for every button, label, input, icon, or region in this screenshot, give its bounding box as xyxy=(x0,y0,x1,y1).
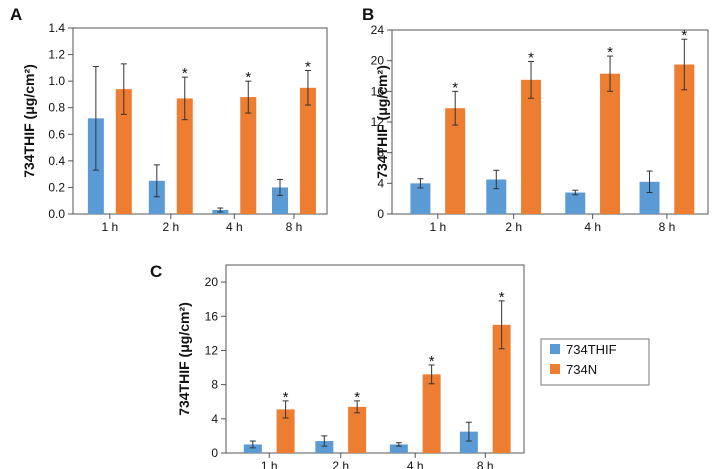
bar-b-734thif-2h xyxy=(486,179,507,214)
bar-c-734thif-2h xyxy=(315,441,334,453)
bar-c-734n-8h xyxy=(492,324,511,453)
panel-letter-c: C xyxy=(150,262,162,281)
panel-a: A 0.0 0.2 0.4 0.6 0.8 1.0 1.2 1.4 734THIF (μg/cm²… xyxy=(10,5,328,234)
significance-marker: * xyxy=(452,79,458,96)
x-tick-label: 4 h xyxy=(407,459,424,469)
bar-a-734n-8h xyxy=(299,87,316,214)
bar-a-734n-1h xyxy=(115,89,132,214)
bar-a-734thif-2h xyxy=(148,180,165,214)
legend-swatch-734n xyxy=(550,364,560,374)
panel-c: C 0 4 8 12 16 20 734THIF (μg/cm²) 1 h 2 h 4 h 8 h * *… xyxy=(150,262,525,469)
y-tick-label: 24 xyxy=(371,23,385,37)
y-tick-label: 0.6 xyxy=(48,127,65,141)
x-tick-label: 8 h xyxy=(659,220,676,234)
plot-frame xyxy=(225,264,525,454)
panel-b: B 0 4 8 12 16 20 24 734THIF (μg/cm²) 1 h 2 h 4 h 8 h… xyxy=(362,5,709,234)
legend-label: 734N xyxy=(566,362,597,377)
x-tick-label: 2 h xyxy=(332,459,349,469)
y-tick-label: 0 xyxy=(377,207,384,221)
bar-b-734thif-4h xyxy=(565,192,586,214)
x-tick-label: 8 h xyxy=(286,220,303,234)
x-tick-label: 2 h xyxy=(162,220,179,234)
y-tick-label: 8 xyxy=(211,378,218,392)
significance-marker: * xyxy=(681,27,687,44)
bar-b-734thif-8h xyxy=(639,181,660,214)
y-axis-label: 734THIF (μg/cm²) xyxy=(176,302,192,416)
y-tick-label: 20 xyxy=(205,275,219,289)
y-tick-label: 16 xyxy=(371,84,385,98)
bar-b-734n-8h xyxy=(674,64,695,214)
significance-marker: * xyxy=(245,69,251,86)
y-tick-label: 16 xyxy=(205,309,219,323)
y-tick-label: 0.2 xyxy=(48,180,65,194)
bar-c-734n-4h xyxy=(422,374,441,453)
bar-a-734n-4h xyxy=(240,97,257,214)
bar-c-734thif-1h xyxy=(243,444,262,453)
x-tick-label: 8 h xyxy=(477,459,494,469)
x-tick-label: 1 h xyxy=(429,220,446,234)
bar-c-734n-2h xyxy=(348,406,367,453)
x-tick-label: 2 h xyxy=(505,220,522,234)
significance-marker: * xyxy=(499,289,505,306)
y-tick-label: 1.0 xyxy=(48,74,65,88)
significance-marker: * xyxy=(354,389,360,406)
bar-c-734thif-4h xyxy=(389,444,408,453)
y-tick-label: 12 xyxy=(205,343,219,357)
bar-b-734n-4h xyxy=(600,73,621,214)
y-tick-label: 1.4 xyxy=(48,21,65,35)
bar-c-734thif-8h xyxy=(459,431,478,453)
y-tick-label: 0.0 xyxy=(48,207,65,221)
bar-b-734n-1h xyxy=(445,108,466,214)
y-tick-label: 12 xyxy=(371,115,385,129)
y-tick-label: 0.8 xyxy=(48,101,65,115)
significance-marker: * xyxy=(283,389,289,406)
x-tick-label: 4 h xyxy=(584,220,601,234)
panel-letter-b: B xyxy=(362,5,374,24)
plot-frame xyxy=(391,29,709,215)
y-tick-label: 1.2 xyxy=(48,48,65,62)
significance-marker: * xyxy=(305,59,311,76)
bar-b-734thif-1h xyxy=(410,183,431,214)
y-tick-label: 0.4 xyxy=(48,154,65,168)
panel-letter-a: A xyxy=(10,5,22,24)
legend-swatch-734thif xyxy=(550,344,560,354)
y-tick-label: 20 xyxy=(371,54,385,68)
significance-marker: * xyxy=(607,44,613,61)
plot-frame xyxy=(72,27,328,215)
y-tick-label: 4 xyxy=(211,412,218,426)
legend: 734THIF 734N xyxy=(540,338,650,386)
significance-marker: * xyxy=(528,49,534,66)
y-tick-label: 8 xyxy=(377,146,384,160)
y-tick-label: 0 xyxy=(211,446,218,460)
bar-a-734n-2h xyxy=(176,98,193,214)
bar-c-734n-1h xyxy=(276,409,295,453)
legend-label: 734THIF xyxy=(566,342,617,357)
y-axis-label: 734THIF (μg/cm²) xyxy=(374,65,390,179)
y-axis-label: 734THIF (μg/cm²) xyxy=(21,64,37,178)
x-tick-label: 1 h xyxy=(261,459,278,469)
bar-b-734n-2h xyxy=(521,79,542,214)
y-tick-label: 4 xyxy=(377,176,384,190)
bar-a-734thif-8h xyxy=(272,187,289,214)
x-tick-label: 1 h xyxy=(101,220,118,234)
significance-marker: * xyxy=(429,353,435,370)
x-tick-label: 4 h xyxy=(226,220,243,234)
significance-marker: * xyxy=(182,65,188,82)
